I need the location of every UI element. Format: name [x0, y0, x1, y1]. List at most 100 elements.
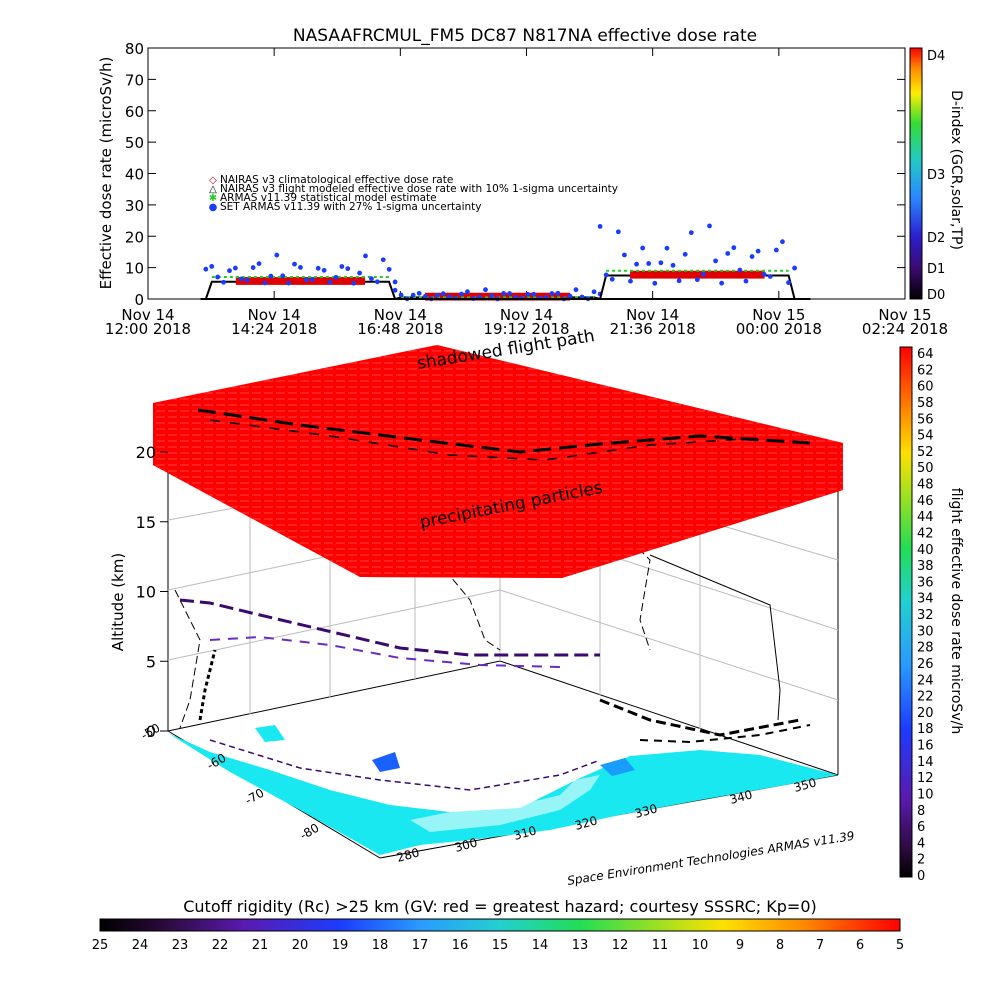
lat-tick-label: -50: [139, 721, 163, 743]
armas-meas-point: [215, 274, 221, 280]
top-plot-data: [200, 223, 811, 302]
armas-meas-point: [609, 276, 615, 282]
armas-meas-point: [327, 279, 333, 285]
rigidity-tick-label: 18: [372, 938, 389, 953]
armas-meas-point: [786, 280, 791, 286]
dose-tick-label: 62: [917, 363, 934, 378]
rigidity-tick-label: 20: [292, 938, 309, 953]
dindex-tick-label: D1: [927, 262, 945, 277]
armas-meas-point: [483, 287, 488, 293]
y-tick-label: 20: [125, 228, 144, 246]
armas-meas-point: [725, 251, 731, 256]
armas-meas-point: [392, 279, 398, 285]
armas-meas-point: [767, 274, 773, 279]
lon-tick-label: 300: [453, 835, 479, 854]
armas-meas-point: [670, 262, 676, 268]
armas-meas-point: [525, 291, 531, 297]
armas-meas-point: [227, 268, 232, 274]
z-tick-label: 20: [136, 443, 156, 462]
dose-tick-label: 12: [917, 771, 934, 786]
armas-meas-point: [731, 245, 737, 251]
dose-tick-label: 8: [917, 804, 925, 819]
dose-tick-label: 54: [917, 429, 934, 444]
armas-meas-point: [773, 247, 779, 253]
armas-meas-point: [682, 251, 688, 257]
dose-colorbar: [899, 346, 913, 878]
dose-tick-label: 14: [917, 755, 934, 770]
y-tick-label: 60: [125, 103, 144, 121]
armas-meas-point: [676, 278, 682, 284]
armas-meas-point: [280, 273, 286, 279]
rigidity-tick-label: 11: [652, 938, 669, 953]
armas-meas-point: [274, 252, 280, 258]
y-tick-label: 40: [125, 166, 144, 184]
x-tick-label-time: 16:48 2018: [357, 320, 443, 338]
legend-entry: NAIRAS v3 flight modeled effective dose …: [220, 183, 618, 195]
dose-tick-label: 64: [917, 347, 934, 362]
armas-meas-point: [489, 293, 494, 299]
x-tick-label-time: 02:24 2018: [862, 320, 948, 338]
armas-meas-point: [440, 291, 446, 297]
armas-meas-point: [737, 267, 743, 273]
armas-meas-point: [392, 287, 398, 293]
legend-symbol: ✱: [209, 193, 217, 204]
longitude-axis: 280 300 310 320 330 340 350: [395, 775, 818, 864]
dindex-tick-label: D3: [927, 168, 945, 183]
armas-meas-point: [459, 291, 464, 297]
dindex-tick-labels: D0 D1 D2 D3 D4: [927, 49, 945, 303]
armas-meas-point: [628, 278, 633, 284]
armas-meas-point: [309, 277, 315, 282]
dose-tick-label: 26: [917, 657, 934, 672]
dose-tick-label: 60: [917, 380, 934, 395]
x-tick-label-time: 21:36 2018: [610, 320, 696, 338]
armas-meas-point: [315, 265, 321, 271]
dose-tick-label: 18: [917, 722, 934, 737]
armas-meas-point: [622, 252, 627, 258]
armas-meas-point: [755, 248, 761, 254]
armas-meas-point: [232, 265, 238, 271]
z-tick-label: 15: [136, 513, 156, 532]
x-tick-label-time: 00:00 2018: [736, 320, 822, 338]
x-tick-label-date: Nov 14: [374, 306, 427, 324]
lat-tick-label: -80: [298, 821, 322, 843]
armas-meas-point: [465, 289, 470, 295]
armas-meas-point: [262, 280, 268, 286]
top-y-axis: 0 10 20 30 40 50 60 70 80: [125, 40, 905, 309]
top-chart-title: NASAAFRCMUL_FM5 DC87 N817NA effective do…: [293, 26, 757, 46]
altitude-axis: 0 5 10 15 20: [136, 443, 168, 741]
armas-meas-point: [707, 223, 712, 229]
nairas-clim-band: [630, 270, 765, 279]
dose-tick-label: 34: [917, 592, 934, 607]
credit-text: Space Environment Technologies ARMAS v11…: [566, 829, 855, 888]
map-landmass: [168, 725, 838, 855]
x-tick-label-date: Nov 14: [626, 306, 679, 324]
armas-meas-point: [603, 272, 609, 278]
armas-meas-point: [658, 260, 664, 266]
armas-meas-point: [434, 292, 440, 298]
dose-tick-label: 24: [917, 673, 934, 688]
x-tick-label-date: Nov 15: [752, 306, 805, 324]
rigidity-tick-label: 6: [856, 938, 864, 953]
rigidity-tick-label: 5: [896, 938, 904, 953]
lon-tick-label: 330: [633, 801, 659, 820]
armas-meas-point: [292, 261, 297, 267]
x-tick-label-date: Nov 14: [248, 306, 301, 324]
armas-meas-point: [555, 290, 561, 296]
armas-meas-point: [386, 266, 392, 272]
dindex-colorbar: [909, 47, 923, 300]
legend-entry: SET ARMAS v11.39 with 27% 1-sigma uncert…: [220, 201, 482, 213]
rigidity-tick-label: 23: [172, 938, 189, 953]
armas-meas-point: [268, 273, 274, 279]
top-legend: ◇ NAIRAS v3 climatological effective dose…: [209, 174, 618, 213]
armas-meas-point: [701, 271, 706, 277]
lon-tick-label: 320: [573, 813, 599, 832]
dose-tick-label: 4: [917, 836, 925, 851]
rigidity-colorbar-ticks: 25 24 23 22 21 20 19 18 17 16 15 14 13 12 11 10 9 8 7 6 5: [92, 938, 904, 953]
dose-tick-label: 46: [917, 494, 934, 509]
lon-tick-label: 310: [512, 823, 538, 842]
dose-tick-label: 2: [917, 853, 925, 868]
dose-tick-label: 0: [917, 869, 925, 884]
armas-meas-point: [250, 265, 256, 270]
x-tick-label-date: Nov 14: [121, 306, 174, 324]
armas-meas-point: [507, 291, 513, 296]
